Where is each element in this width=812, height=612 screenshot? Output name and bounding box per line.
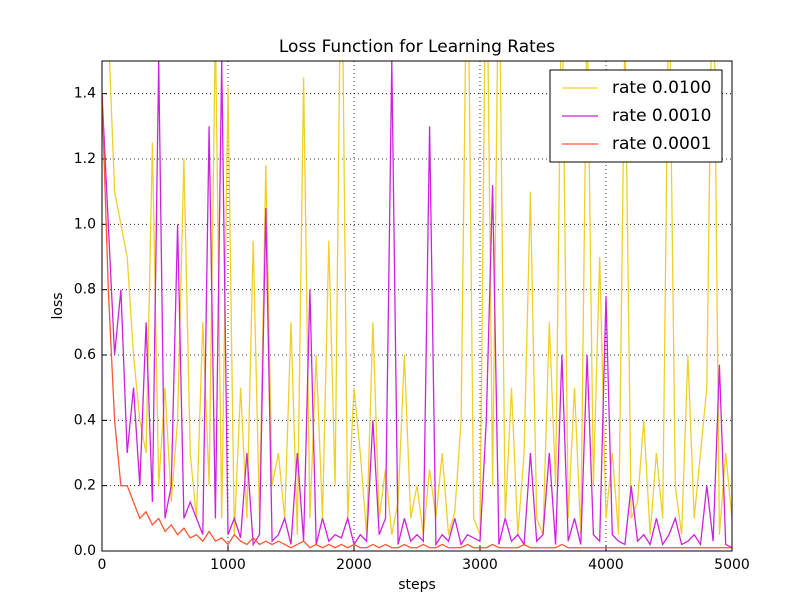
x-axis-label: steps — [398, 577, 436, 593]
y-tick-label: 0.0 — [74, 543, 96, 559]
legend-label: rate 0.0010 — [612, 106, 711, 126]
y-tick-label: 1.0 — [74, 216, 96, 232]
y-axis-label: loss — [50, 292, 66, 319]
chart-title: Loss Function for Learning Rates — [279, 37, 555, 57]
y-tick-label: 1.4 — [74, 86, 96, 102]
y-tick-label: 0.4 — [74, 412, 96, 428]
y-tick-label: 0.8 — [74, 282, 96, 298]
x-tick-label: 2000 — [336, 557, 372, 573]
legend: rate 0.0100 rate 0.0010 rate 0.0001 — [549, 69, 723, 163]
plot-lines — [102, 61, 732, 549]
y-tick-label: 0.6 — [74, 347, 96, 363]
series-line — [108, 61, 732, 535]
x-tick-label: 4000 — [588, 557, 624, 573]
x-tick-label: 0 — [98, 557, 107, 573]
series-line — [102, 61, 732, 549]
y-tick-label: 0.2 — [74, 478, 96, 494]
x-tick-label: 1000 — [210, 557, 246, 573]
x-tick-label: 3000 — [462, 557, 498, 573]
plot-frame — [101, 60, 733, 552]
y-tick-label: 1.2 — [74, 151, 96, 167]
legend-label: rate 0.0100 — [612, 78, 711, 98]
x-tick-label: 5000 — [714, 557, 750, 573]
legend-label: rate 0.0001 — [612, 134, 711, 154]
series-line — [102, 93, 732, 549]
